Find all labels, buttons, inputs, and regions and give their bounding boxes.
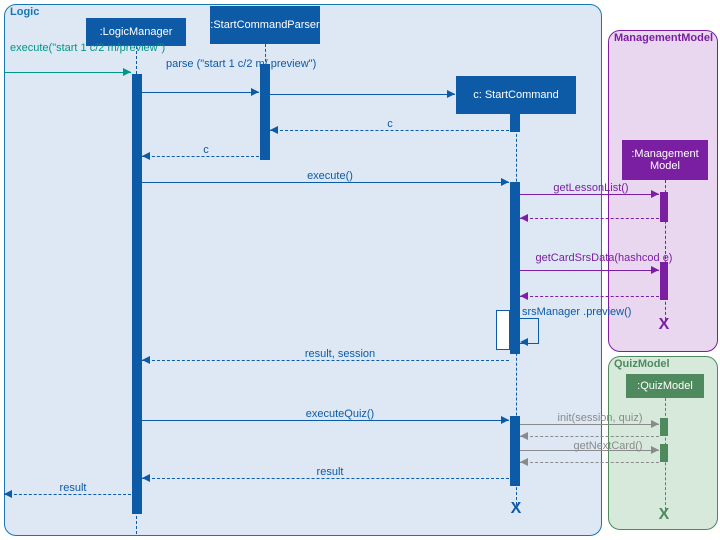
m_execQuiz-label: executeQuiz() (280, 408, 400, 420)
m_result_sess (142, 360, 509, 361)
frame-label-quiz: QuizModel (614, 358, 670, 370)
m_c_back1-label: c (380, 118, 400, 130)
m_getCard (520, 270, 659, 271)
m_execQuiz-ah (501, 416, 509, 424)
activation-mm2 (660, 262, 668, 300)
m_execQuiz (142, 420, 509, 421)
m_execute-label: execute() (290, 170, 370, 182)
m_init (520, 424, 659, 425)
x_mm: X (656, 316, 672, 334)
m_srs-ah (520, 338, 528, 346)
m_next_r (520, 462, 659, 463)
m_next_r-ah (520, 458, 528, 466)
m_init_r-ah (520, 432, 528, 440)
m_result2-label: result (300, 466, 360, 478)
m_c_back1-ah (270, 126, 278, 134)
activation-srs (496, 310, 510, 350)
m_result_sess-ah (142, 356, 150, 364)
x_sc: X (508, 500, 524, 518)
m_srs-label: srsManager .preview() (522, 306, 622, 318)
activation-mm1 (660, 192, 668, 222)
m_create (270, 94, 455, 95)
activation-qm2 (660, 444, 668, 462)
m_exec_in-label: execute("start 1 c/2 m/preview") (10, 42, 130, 54)
m_result_out-ah (4, 490, 12, 498)
m_parse (142, 92, 259, 93)
participant-parser: :StartCommandParser (210, 6, 320, 44)
m_result_sess-label: result, session (280, 348, 400, 360)
m_c_back1 (270, 130, 509, 131)
m_getLesson_r (520, 218, 659, 219)
m_getLesson_r-ah (520, 214, 528, 222)
m_execute (142, 182, 509, 183)
x_qm: X (656, 506, 672, 524)
activation-qm1 (660, 418, 668, 436)
m_result2-ah (142, 474, 150, 482)
activation-lm (132, 74, 142, 514)
m_getLesson-label: getLessonList() (536, 182, 646, 194)
m_c_back2 (142, 156, 259, 157)
m_execute-ah (501, 178, 509, 186)
activation-par (260, 64, 270, 160)
m_c_back2-label: c (196, 144, 216, 156)
participant-startCmd: c: StartCommand (456, 76, 576, 114)
m_exec_in (4, 72, 131, 73)
frame-label-mgmt: ManagementModel (614, 32, 713, 44)
frame-label-logic: Logic (10, 6, 39, 18)
m_init_r (520, 436, 659, 437)
m_result2 (142, 478, 509, 479)
m_getLesson-ah (651, 190, 659, 198)
m_getCard_r (520, 296, 659, 297)
m_result_out-label: result (48, 482, 98, 494)
m_getCard-ah (651, 266, 659, 274)
activation-sc_quiz (510, 416, 520, 486)
m_getCard_r-ah (520, 292, 528, 300)
m_exec_in-ah (123, 68, 131, 76)
m_result_out (4, 494, 131, 495)
m_next-label: getNextCard() (558, 440, 658, 452)
participant-mgmtModel: :Management Model (622, 140, 708, 180)
activation-sc_exec (510, 182, 520, 354)
activation-sc_create (510, 114, 520, 132)
m_parse-label: parse ("start 1 c/2 m/ preview") (166, 58, 276, 70)
m_getCard-label: getCardSrsData(hashcod e) (530, 252, 678, 264)
participant-quizModel: :QuizModel (626, 374, 704, 398)
m_init-label: init(session, quiz) (540, 412, 660, 424)
m_create-ah (447, 90, 455, 98)
m_getLesson (520, 194, 659, 195)
m_parse-ah (251, 88, 259, 96)
m_c_back2-ah (142, 152, 150, 160)
